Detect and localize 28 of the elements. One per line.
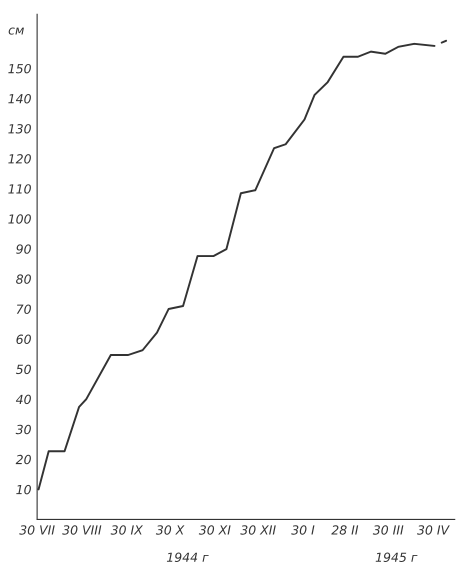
y-tick-label: 110 [8, 184, 31, 194]
x-tick-label: 30 VII [19, 525, 55, 535]
y-tick-label: 80 [16, 274, 31, 284]
text: 1944 г [166, 552, 209, 562]
x-tick-label: 30 XII [240, 525, 276, 535]
y-tick-label: 60 [16, 334, 31, 344]
y-tick-label: 30 [16, 424, 31, 434]
y-tick-label: 10 [16, 484, 31, 494]
x-tick-label: 30 X [156, 525, 185, 535]
y-tick-label: 40 [16, 394, 31, 404]
x-tick-label: 30 I [291, 525, 314, 535]
y-tick-label: 100 [8, 214, 31, 224]
text: 1945 г [376, 552, 418, 562]
y-tick-label: 90 [16, 244, 31, 254]
y-tick-label: 20 [16, 454, 31, 464]
y-tick-label: 140 [8, 94, 31, 104]
x-tick-label: 30 IX [110, 525, 143, 535]
y-tick-label: 50 [16, 364, 31, 374]
y-tick-label: 130 [8, 124, 31, 134]
x-tick-label: 28 II [331, 525, 358, 535]
x-tick-label: 30 VIII [62, 525, 102, 535]
y-tick-label: 150 [8, 64, 31, 74]
y-tick-label: 120 [8, 154, 31, 164]
y-axis-title: см [8, 27, 24, 35]
x-tick-label: 30 IV [417, 525, 450, 535]
x-tick-label: 30 XI [198, 525, 231, 535]
y-tick-label: 70 [16, 304, 31, 314]
x-tick-label: 30 III [372, 525, 404, 535]
